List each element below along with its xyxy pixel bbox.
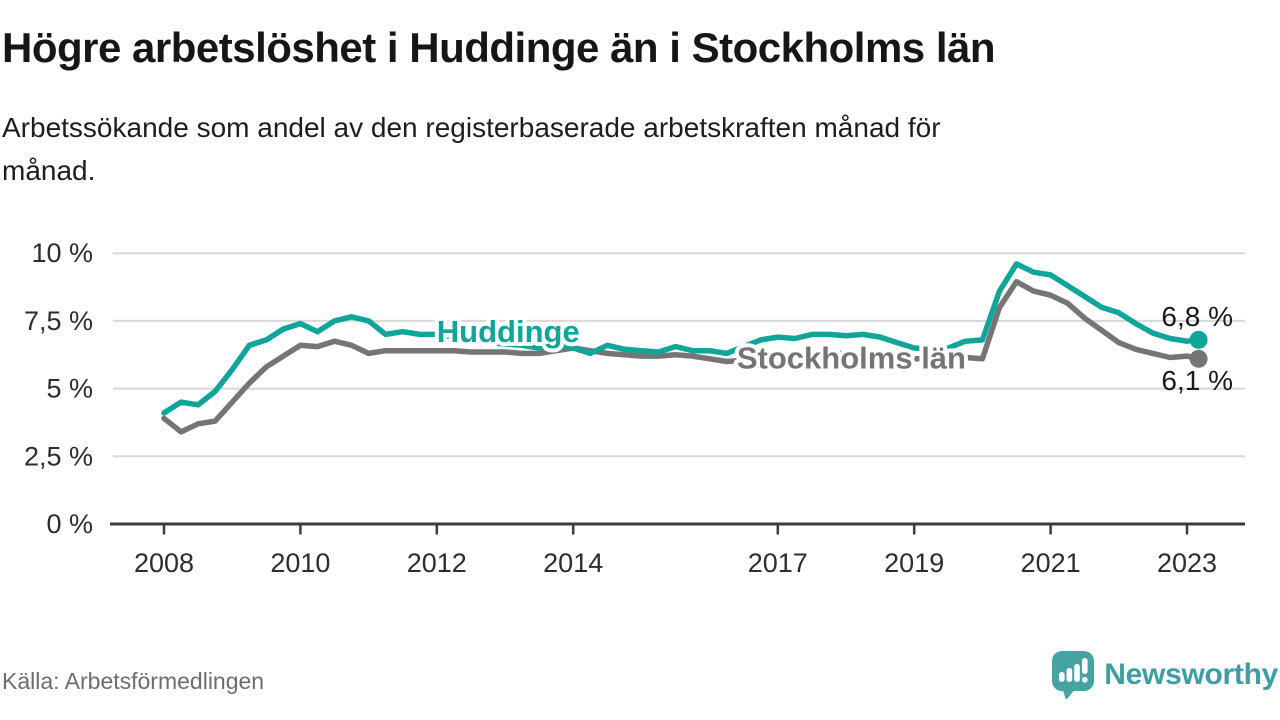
x-tick-label: 2012 [407,548,467,578]
y-tick-label: 7,5 % [24,306,93,336]
end-dot-stockholms-l-n [1189,349,1208,368]
y-tick-label: 5 % [46,374,93,404]
gridlines [113,252,1245,458]
series-line-huddinge [161,261,1202,416]
x-tick-label: 2021 [1021,548,1081,578]
series-line-stockholms-l-n [161,278,1202,435]
series-label-huddinge: Huddinge [437,314,580,349]
bar-large [1074,664,1081,682]
end-value-label-huddinge: 6,8 % [1161,301,1233,332]
x-tick-label: 2019 [884,548,944,578]
unemployment-line-chart: 2008 2010 2012 2014 2017 2019 2021 2023 0 % 2,5 %… [24,238,1245,578]
x-tick-label: 2010 [270,548,330,578]
y-axis: 0 % 2,5 % 5 % 7,5 % 10 % [24,238,93,539]
y-tick-label: 2,5 % [24,441,93,471]
newsworthy-logo: Newsworthy [1051,650,1278,700]
x-tick-label: 2017 [748,548,808,578]
source-note: Källa: Arbetsförmedlingen [2,668,265,694]
bar-small [1059,672,1065,682]
series-label-stockholms-l-n: Stockholms län [737,340,966,375]
subtitle-line-2: månad. [2,155,96,187]
x-tick-label: 2014 [543,548,603,578]
newsworthy-logo-icon [1052,651,1095,700]
x-tick-label: 2023 [1157,548,1217,578]
end-value-label-stockholms-l-n: 6,1 % [1161,365,1233,396]
page-title: Högre arbetslöshet i Huddinge än i Stock… [2,24,996,71]
x-axis: 2008 2010 2012 2014 2017 2019 2021 2023 [110,522,1245,578]
bar-medium [1066,668,1073,682]
y-tick-label: 0 % [46,509,93,539]
newsworthy-logo-text: Newsworthy [1104,658,1278,691]
end-dot-huddinge [1189,330,1208,349]
subtitle-line-1: Arbetssökande som andel av den registerb… [2,112,941,143]
chart-subtitle: Arbetssökande som andel av den registerb… [2,106,941,193]
y-tick-label: 10 % [31,238,93,268]
x-tick-label: 2008 [134,548,194,578]
exclamation-stem [1082,658,1088,674]
speech-bubble-shape [1052,651,1095,700]
exclamation-dot [1082,677,1088,683]
